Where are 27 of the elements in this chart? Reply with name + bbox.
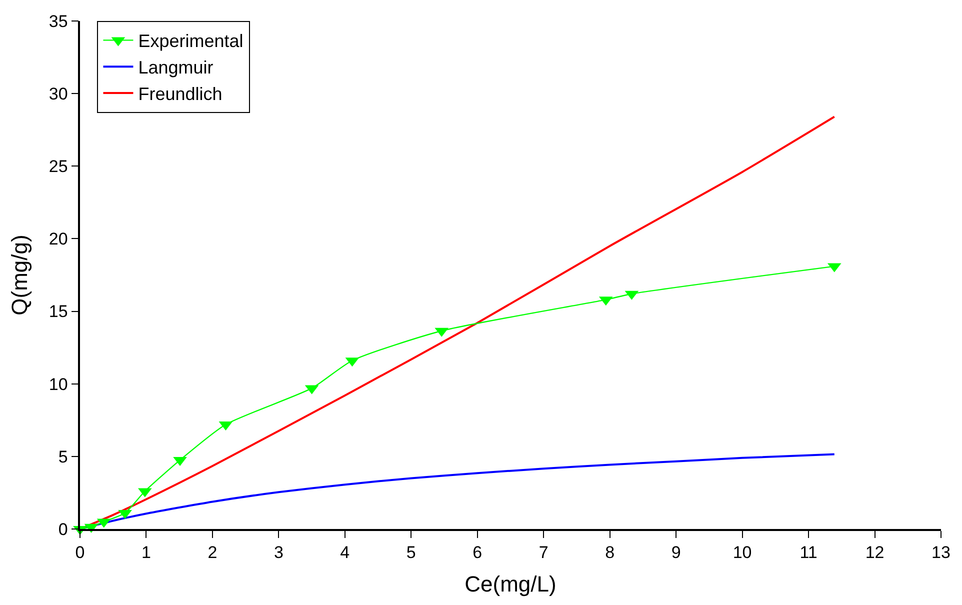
x-tick-label: 4 xyxy=(340,543,350,562)
x-tick-label: 2 xyxy=(208,543,218,562)
y-tick-label: 30 xyxy=(48,84,68,104)
x-tick-label: 1 xyxy=(141,543,151,562)
y-tick-label: 10 xyxy=(48,374,68,394)
legend-label: Experimental xyxy=(138,31,244,52)
x-tick-label: 6 xyxy=(472,543,482,562)
legend-label: Freundlich xyxy=(138,84,222,104)
x-tick-label: 13 xyxy=(932,543,950,562)
x-tick-label: 7 xyxy=(538,543,548,562)
y-tick-label: 25 xyxy=(48,157,68,176)
x-tick-label: 11 xyxy=(800,543,818,562)
y-tick-label: 20 xyxy=(48,230,68,249)
x-tick-label: 5 xyxy=(406,543,416,562)
y-tick-label: 0 xyxy=(58,520,68,539)
y-axis-title: Q(mg/g) xyxy=(7,234,32,316)
x-tick-label: 12 xyxy=(865,543,884,562)
x-tick-label: 8 xyxy=(605,543,615,562)
x-axis-title: Ce(mg/L) xyxy=(464,572,556,597)
x-tick-label: 9 xyxy=(671,543,681,562)
y-tick-label: 35 xyxy=(48,12,68,31)
x-tick-label: 10 xyxy=(732,543,752,562)
legend-label: Langmuir xyxy=(138,58,214,78)
x-tick-label: 3 xyxy=(274,543,284,562)
y-tick-label: 15 xyxy=(48,302,68,322)
x-tick-label: 0 xyxy=(75,543,85,562)
y-tick-label: 5 xyxy=(58,447,68,466)
